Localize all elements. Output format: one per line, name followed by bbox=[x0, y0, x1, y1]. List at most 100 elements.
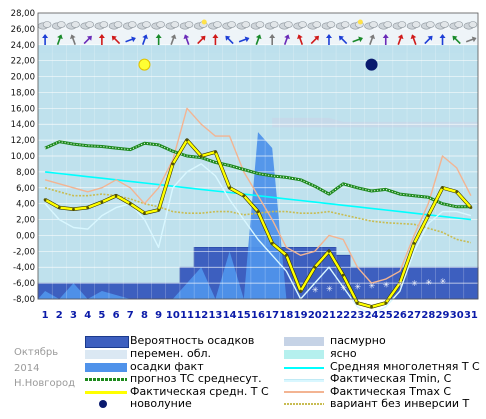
cloud-icon bbox=[411, 21, 421, 28]
x-tick-label: 1 bbox=[42, 310, 49, 321]
legend-label-new-moon: новолуние bbox=[130, 397, 192, 410]
x-tick-label: 13 bbox=[208, 310, 222, 321]
x-tick-label: 23 bbox=[350, 310, 364, 321]
wind-arrow-head bbox=[382, 34, 389, 38]
series-mean-point bbox=[398, 281, 402, 285]
series-mean-point bbox=[86, 206, 90, 210]
legend-label-tmin: Фактическая Tmin, С bbox=[330, 372, 452, 385]
y-tick-label: 10,00 bbox=[11, 152, 35, 162]
legend-swatch-forecast bbox=[85, 378, 127, 381]
series-mean-point bbox=[469, 206, 473, 210]
wind-arrow-icon bbox=[338, 35, 348, 45]
series-mean-point bbox=[214, 150, 217, 154]
snow-icon: ✳ bbox=[340, 284, 347, 293]
x-tick-label: 18 bbox=[279, 310, 293, 321]
cloud-icon bbox=[170, 21, 180, 28]
x-tick-label: 30 bbox=[450, 310, 464, 321]
y-tick-label: -4,00 bbox=[13, 263, 35, 273]
wind-arrow-icon bbox=[283, 34, 290, 45]
y-tick-label: -8,00 bbox=[13, 295, 35, 305]
series-mean-point bbox=[284, 253, 288, 257]
series-mean-point bbox=[256, 210, 260, 214]
y-tick-label: 12,00 bbox=[11, 136, 35, 146]
x-tick-label: 24 bbox=[365, 310, 379, 321]
wind-arrow-icon bbox=[382, 34, 389, 45]
y-tick-label: -6,00 bbox=[13, 279, 35, 289]
wind-arrow-head bbox=[439, 34, 446, 38]
wind-arrow-icon bbox=[255, 34, 262, 45]
series-tmin bbox=[44, 163, 472, 316]
wind-arrow-icon bbox=[369, 34, 376, 45]
x-tick-label: 31 bbox=[464, 310, 478, 321]
cloud-icon bbox=[127, 21, 137, 28]
legend-label-partly-cloudy: перемен. обл. bbox=[130, 347, 212, 360]
legend-swatch-no-inversion bbox=[284, 403, 324, 405]
cloud-icon bbox=[284, 21, 293, 28]
x-tick-label: 16 bbox=[251, 310, 265, 321]
wind-arrow-head bbox=[269, 34, 276, 38]
series-tmax bbox=[44, 107, 472, 284]
wind-arrow-head bbox=[255, 34, 262, 40]
series-mean-point bbox=[412, 241, 416, 245]
series-mean-point bbox=[128, 202, 132, 206]
series-mean-point bbox=[299, 289, 302, 293]
legend-label-forecast: прогноз ТС среднесут. bbox=[130, 372, 262, 385]
x-tick-label: 29 bbox=[436, 310, 450, 321]
wind-arrow-icon bbox=[424, 35, 433, 45]
cloud-icon bbox=[213, 21, 222, 28]
wind-arrow-head bbox=[170, 34, 177, 40]
legend-label-no-inversion: вариант без инверсии Т bbox=[330, 397, 470, 410]
x-tick-label: 5 bbox=[98, 310, 105, 321]
x-tick-label: 27 bbox=[407, 310, 421, 321]
snow-icon: ✳ bbox=[312, 285, 319, 294]
wind-arrow-icon bbox=[439, 34, 446, 45]
overcast-band bbox=[272, 117, 478, 128]
y-tick-label: 16,00 bbox=[11, 104, 35, 114]
month-label: Октябрь bbox=[14, 347, 59, 358]
weather-chart: ✳ ✳ ✳ ✳ ✳ ✳ ✳ ✳ ✳ ✳ 28,0026,0024,0022,0020,0018,0… bbox=[11, 9, 479, 321]
legend-swatch-precip-actual bbox=[85, 363, 127, 372]
wind-arrow-head bbox=[200, 35, 206, 41]
x-tick-label: 20 bbox=[308, 310, 322, 321]
wind-arrow-icon bbox=[111, 35, 121, 45]
wind-arrow-icon bbox=[452, 35, 461, 45]
series-mean-point bbox=[57, 206, 61, 210]
legend-swatch-partly-cloudy bbox=[85, 350, 127, 359]
wind-arrow-icon bbox=[297, 34, 304, 45]
wind-arrow-icon bbox=[269, 34, 276, 45]
x-tick-label: 15 bbox=[237, 310, 251, 321]
cloud-icon bbox=[156, 21, 165, 28]
y-tick-label: 20,00 bbox=[11, 73, 35, 83]
wind-arrow-head bbox=[86, 35, 92, 41]
series-mean-point bbox=[384, 301, 388, 305]
series-mean-point bbox=[100, 200, 104, 204]
wind-arrow-head bbox=[57, 34, 63, 40]
legend-swatch-overcast bbox=[284, 337, 324, 346]
cloud-icon bbox=[42, 21, 52, 28]
wind-arrow-head bbox=[427, 35, 433, 41]
x-tick-label: 12 bbox=[194, 310, 208, 321]
wind-arrow-icon bbox=[98, 34, 105, 45]
series-mean-point bbox=[199, 154, 203, 158]
cloud-icon bbox=[298, 21, 307, 28]
series-mean-point bbox=[242, 194, 246, 198]
wind-arrow-icon bbox=[465, 36, 477, 43]
snow-icon: ✳ bbox=[354, 283, 361, 292]
wind-arrow-head bbox=[284, 34, 290, 40]
series-mean-point bbox=[355, 301, 359, 305]
wind-arrow-head bbox=[410, 34, 417, 40]
legend-swatch-clear bbox=[284, 350, 324, 359]
series-mean-point bbox=[441, 186, 444, 190]
wind-arrow-icon bbox=[155, 34, 162, 45]
x-tick-label: 14 bbox=[223, 310, 237, 321]
series-mean-point bbox=[455, 190, 459, 194]
cloud-icon bbox=[383, 21, 393, 28]
wind-arrow-icon bbox=[238, 36, 250, 43]
series-mean-point bbox=[370, 305, 373, 309]
snow-icon: ✳ bbox=[411, 279, 418, 288]
series-mean-point bbox=[228, 186, 232, 190]
series-forecast-dots bbox=[44, 141, 471, 208]
x-tick-label: 11 bbox=[180, 310, 194, 321]
new-moon-icon bbox=[99, 400, 107, 408]
x-tick-label: 17 bbox=[265, 310, 279, 321]
